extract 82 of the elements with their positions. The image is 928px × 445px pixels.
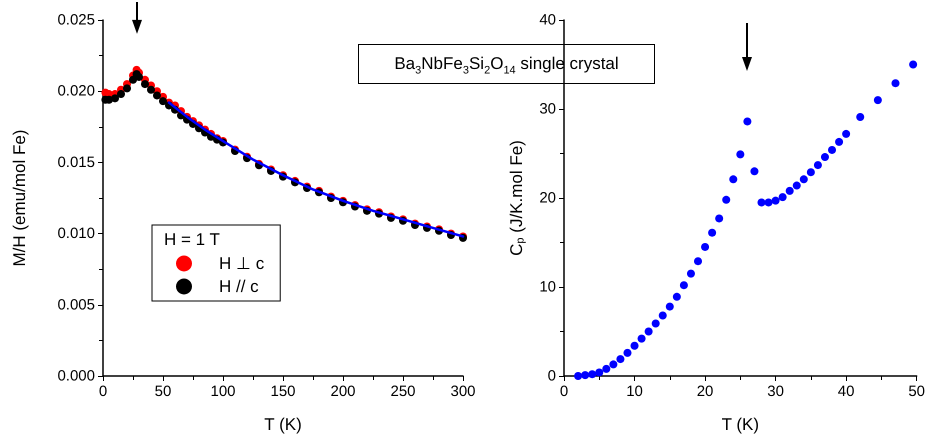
point (111, 94, 119, 102)
point (680, 281, 688, 290)
point (652, 319, 660, 328)
y-tick-label: 0.015 (57, 154, 95, 171)
point (750, 167, 758, 176)
point (694, 257, 702, 266)
point (778, 193, 787, 202)
point (123, 84, 131, 92)
point (630, 342, 639, 350)
y-tick-label: 20 (539, 190, 556, 206)
x-tick-label: 20 (696, 383, 714, 400)
point (117, 90, 125, 98)
x-axis-title: T (K) (264, 415, 302, 434)
point (736, 150, 744, 158)
point (686, 270, 695, 278)
y-tick-label: 0 (548, 368, 556, 384)
x-tick-label: 250 (390, 383, 416, 400)
point (757, 198, 766, 206)
point (722, 196, 730, 204)
x-tick-label: 300 (450, 383, 476, 400)
x-tick-label: 200 (330, 383, 356, 400)
x-tick-label: 150 (270, 383, 296, 400)
point (623, 348, 632, 357)
y-tick-label: 0.020 (57, 82, 95, 100)
point (159, 97, 167, 106)
point (764, 198, 773, 206)
point (658, 311, 667, 320)
point (820, 153, 829, 162)
x-tick-label: 50 (908, 383, 925, 400)
point (842, 130, 850, 138)
point (588, 370, 596, 378)
y-tick-label: 0.005 (57, 296, 95, 314)
point (616, 355, 624, 364)
point (701, 242, 710, 251)
point (644, 328, 653, 336)
point (909, 60, 918, 68)
point (574, 372, 582, 380)
y-tick-label: 0.000 (57, 368, 95, 384)
point (729, 175, 738, 184)
point (800, 175, 808, 184)
point (743, 117, 752, 126)
x-tick-label: 40 (838, 383, 854, 400)
y-axis-title: M/H (emu/mol Fe) (10, 130, 29, 266)
legend-label: H // c (219, 277, 260, 296)
point (828, 146, 836, 154)
x-tick-label: 30 (767, 383, 784, 400)
y-axis-title: Cp (J/K.mol Fe) (507, 140, 526, 256)
point (715, 214, 724, 222)
x-tick-label: 100 (210, 383, 236, 400)
point (609, 360, 618, 368)
y-tick-label: 10 (539, 278, 556, 296)
y-tick-label: 0.025 (57, 12, 95, 28)
y-tick-label: 30 (539, 100, 556, 118)
point (786, 186, 794, 195)
point (708, 228, 716, 237)
x-tick-label: 0 (560, 383, 568, 400)
point (595, 368, 604, 376)
point (602, 364, 610, 373)
point (892, 79, 900, 88)
text: Ba$_{3}$NbFe$_{3}$Si$_{2}$O$_{14}$ single crystal (394, 54, 619, 76)
point (638, 334, 646, 343)
x-tick-label: 10 (626, 383, 643, 400)
x-axis-title: T (K) (722, 415, 760, 434)
legend-label: H ⊥ c (219, 254, 265, 273)
legend-title: H = 1 T (164, 230, 220, 249)
point (814, 161, 822, 170)
point (874, 96, 882, 104)
point (141, 80, 149, 88)
point (666, 302, 674, 311)
point (806, 168, 815, 176)
point (856, 113, 864, 122)
point (772, 196, 780, 205)
y-tick-label: 0.010 (57, 225, 95, 242)
x-tick-label: 0 (98, 383, 108, 400)
point (153, 91, 161, 100)
y-tick-label: 40 (539, 12, 556, 28)
point (835, 138, 844, 146)
point (792, 182, 801, 190)
x-tick-label: 50 (154, 383, 172, 400)
point (581, 371, 590, 380)
point (672, 292, 681, 301)
point (147, 86, 155, 94)
